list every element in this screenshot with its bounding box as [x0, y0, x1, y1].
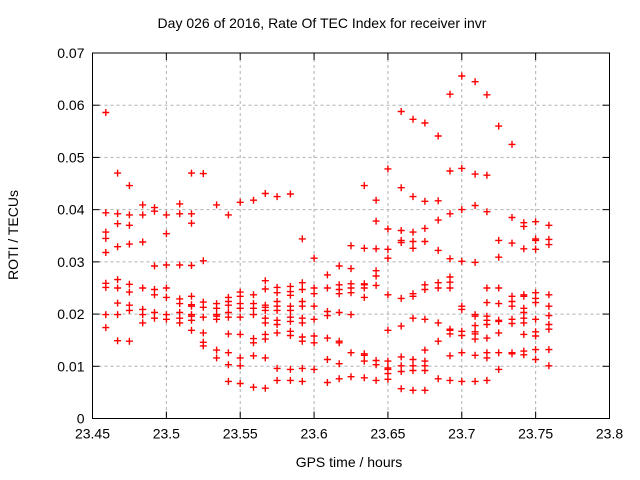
x-tick-label: 23.45: [75, 426, 110, 442]
x-tick-label: 23.7: [448, 426, 475, 442]
y-tick-label: 0.02: [57, 306, 84, 322]
x-tick-labels: 23.45 23.5 23.55 23.6 23.65 23.7 23.75 23.8: [75, 426, 623, 442]
y-tick-label: 0.01: [57, 358, 84, 374]
y-tick-label: 0.03: [57, 254, 84, 270]
y-tick-label: 0.06: [57, 97, 84, 113]
x-axis-label: GPS time / hours: [296, 454, 403, 470]
chart-title: Day 026 of 2016, Rate Of TEC Index for r…: [158, 15, 487, 31]
x-tick-label: 23.75: [518, 426, 553, 442]
y-tick-label: 0.04: [57, 202, 84, 218]
x-tick-label: 23.6: [300, 426, 327, 442]
data-points-layer: [102, 72, 553, 394]
tick-marks-layer: [92, 52, 610, 419]
y-tick-labels: 0 0.01 0.02 0.03 0.04 0.05 0.06 0.07: [57, 45, 84, 427]
y-tick-label: 0.07: [57, 45, 84, 61]
y-tick-label: 0.05: [57, 149, 84, 165]
y-tick-label: 0: [77, 411, 85, 427]
x-tick-label: 23.5: [153, 426, 180, 442]
x-tick-label: 23.55: [223, 426, 258, 442]
x-tick-label: 23.8: [596, 426, 623, 442]
y-axis-label: ROTI / TECUs: [5, 190, 21, 280]
plus-markers: [102, 72, 553, 394]
plot-border: [92, 52, 610, 419]
grid-layer: [92, 53, 610, 419]
x-tick-label: 23.65: [370, 426, 405, 442]
